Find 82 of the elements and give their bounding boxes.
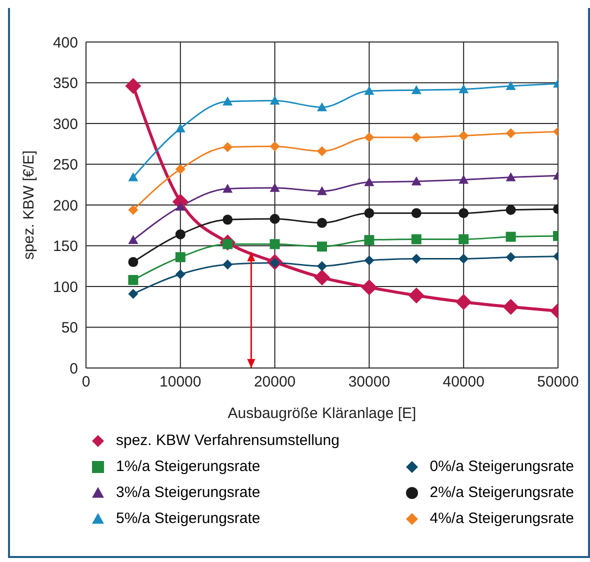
- y-tick-label: 0: [70, 360, 78, 378]
- x-tick-label: 10000: [160, 374, 202, 391]
- point: [361, 279, 378, 296]
- point: [506, 232, 516, 242]
- point: [128, 274, 138, 285]
- point: [270, 141, 280, 152]
- point: [458, 174, 469, 184]
- point: [317, 242, 327, 252]
- point: [222, 214, 233, 225]
- point: [317, 218, 327, 228]
- point: [314, 270, 330, 286]
- point: [364, 86, 374, 95]
- point: [128, 204, 138, 215]
- point: [175, 202, 186, 211]
- point: [175, 164, 186, 174]
- x-tick-label: 30000: [348, 374, 390, 391]
- y-tick-label: 250: [52, 156, 78, 174]
- point: [175, 252, 186, 262]
- point: [506, 128, 516, 138]
- point: [317, 186, 327, 196]
- point: [456, 294, 472, 310]
- point: [506, 252, 516, 262]
- point: [222, 142, 233, 152]
- point: [364, 255, 374, 266]
- y-tick-label: 50: [61, 320, 78, 337]
- point: [317, 261, 327, 272]
- legend-label: 5%/a Steigerungsrate: [116, 510, 260, 527]
- y-tick-label: 150: [52, 238, 78, 256]
- point: [128, 235, 138, 244]
- point: [408, 287, 424, 304]
- point: [458, 234, 469, 244]
- legend-label: 2%/a Steigerungsrate: [430, 484, 574, 501]
- point: [411, 254, 422, 264]
- y-tick-label: 100: [52, 278, 78, 296]
- point: [270, 96, 280, 105]
- x-tick-label: 50000: [537, 374, 579, 391]
- point: [317, 102, 327, 112]
- point: [175, 269, 186, 280]
- point: [364, 177, 374, 186]
- point: [458, 208, 469, 218]
- x-axis-title: Ausbaugröße Kläranlage [E]: [228, 405, 416, 422]
- point: [364, 132, 374, 142]
- y-tick-label: 350: [52, 75, 78, 92]
- point: [458, 84, 469, 94]
- point: [411, 234, 422, 244]
- point: [128, 257, 138, 268]
- legend-label: spez. KBW Verfahrensumstellung: [116, 432, 340, 449]
- point: [222, 96, 233, 106]
- point: [270, 214, 280, 224]
- y-tick-label: 400: [52, 34, 78, 52]
- legend-label: 3%/a Steigerungsrate: [116, 484, 260, 501]
- point: [506, 204, 516, 215]
- point: [270, 239, 280, 250]
- point: [128, 172, 138, 182]
- point: [458, 130, 469, 141]
- y-tick-label: 300: [52, 116, 78, 133]
- point: [506, 172, 516, 182]
- x-tick-label: 40000: [442, 374, 484, 391]
- x-tick-label: 0: [82, 374, 90, 391]
- point: [270, 182, 280, 192]
- point: [506, 81, 516, 90]
- point: [411, 132, 422, 142]
- x-tick-label: 20000: [254, 374, 296, 391]
- legend-label: 1%/a Steigerungsrate: [116, 458, 260, 475]
- point: [175, 123, 186, 132]
- point: [502, 298, 519, 315]
- point: [364, 208, 374, 218]
- point: [458, 254, 469, 264]
- point: [222, 259, 233, 270]
- point: [411, 85, 422, 94]
- point: [411, 208, 422, 218]
- y-axis-title: spez. KBW [€/E]: [20, 150, 38, 260]
- y-tick-label: 200: [52, 197, 78, 214]
- point: [175, 229, 186, 240]
- point: [317, 146, 327, 156]
- legend-label: 0%/a Steigerungsrate: [430, 458, 574, 475]
- point: [128, 288, 138, 299]
- legend-label: 4%/a Steigerungsrate: [430, 510, 574, 527]
- point: [125, 78, 142, 94]
- point: [222, 184, 233, 193]
- point: [364, 235, 374, 246]
- point: [411, 176, 422, 186]
